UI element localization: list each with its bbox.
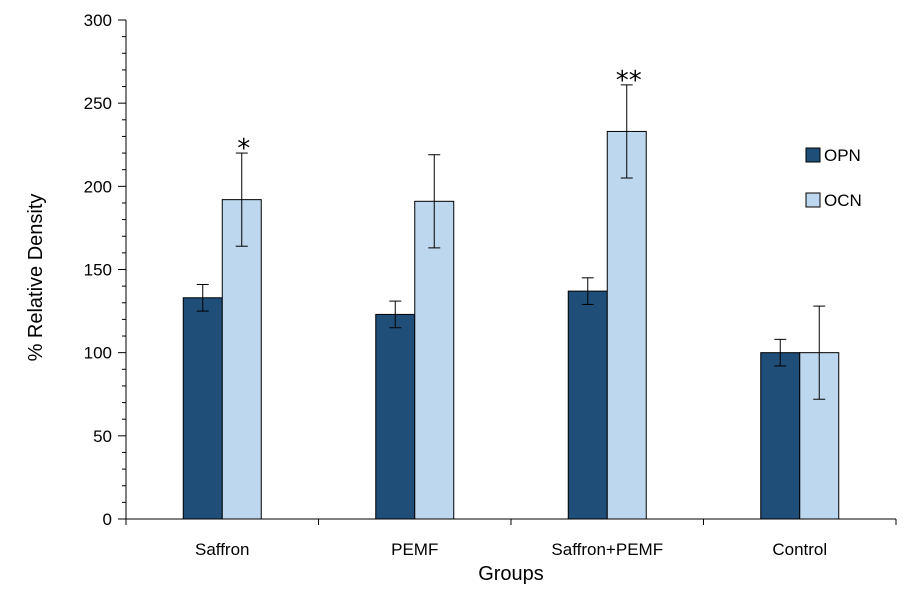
bars (182, 130, 840, 520)
bar-opn-pemf (375, 313, 416, 520)
x-tick-label: Saffron (195, 540, 250, 559)
y-tick-label: 300 (84, 11, 112, 30)
y-tick-label: 150 (84, 261, 112, 280)
legend-swatch-ocn (805, 192, 821, 208)
significance-marker: ** (616, 66, 642, 96)
x-tick-label: Control (772, 540, 827, 559)
bar-opn-saffron-pemf (567, 290, 608, 520)
bar-opn-saffron (182, 297, 223, 520)
significance-marker: * (237, 134, 250, 164)
bar-opn-control (760, 352, 801, 520)
legend-label-opn: OPN (824, 146, 861, 165)
y-axis-title: % Relative Density (25, 194, 47, 362)
bar-ocn-saffron-pemf (606, 130, 647, 520)
y-tick-label: 0 (103, 510, 112, 529)
legend: OPN OCN (805, 146, 862, 210)
bar-ocn-pemf (414, 200, 455, 520)
x-axis-title: Groups (478, 563, 544, 585)
y-tick-label: 100 (84, 344, 112, 363)
y-tick-label: 200 (84, 177, 112, 196)
y-tick-label: 50 (93, 427, 112, 446)
y-axis: 0 50 100 150 200 250 300 (84, 11, 127, 529)
x-tick-label: Saffron+PEMF (551, 540, 663, 559)
x-axis: Saffron PEMF Saffron+PEMF Control (125, 518, 897, 559)
significance-markers: *** (237, 66, 642, 164)
bar-ocn-saffron (221, 199, 262, 520)
y-tick-label: 250 (84, 94, 112, 113)
x-tick-label: PEMF (391, 540, 438, 559)
legend-label-ocn: OCN (824, 191, 862, 210)
legend-swatch-opn (805, 147, 821, 163)
error-bars (196, 84, 826, 400)
